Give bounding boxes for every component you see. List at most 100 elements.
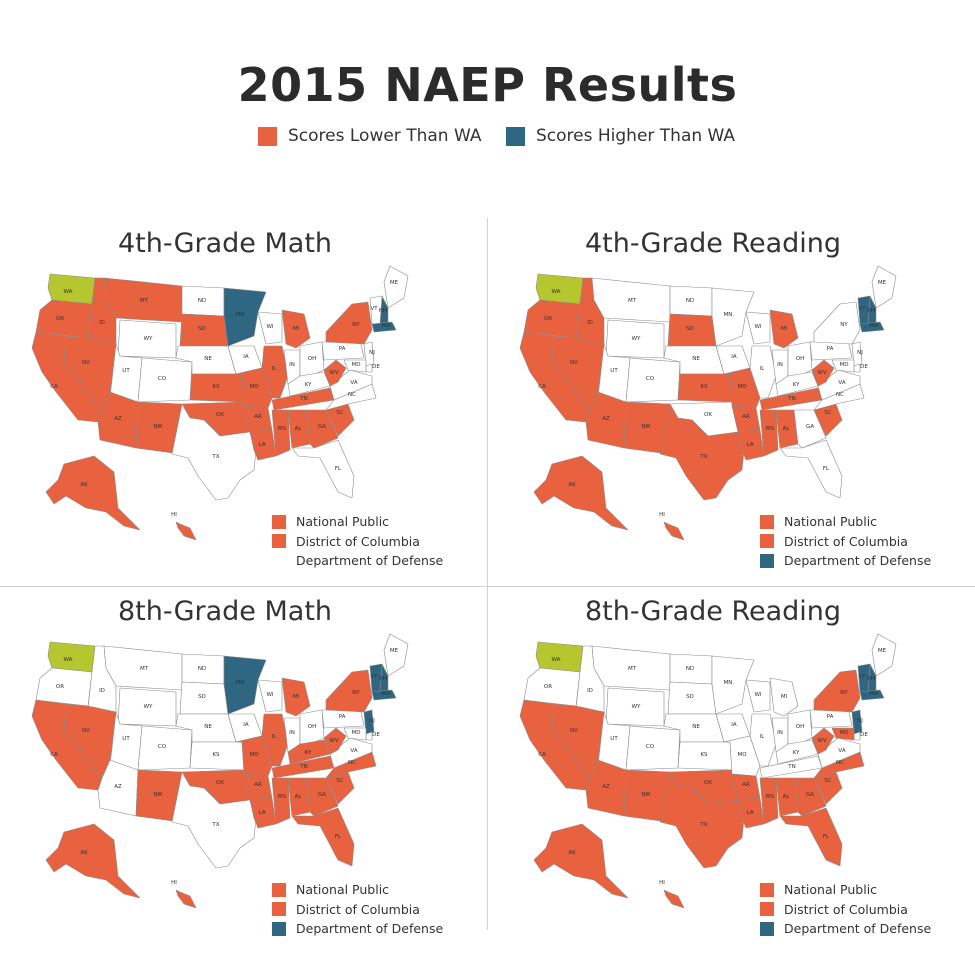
state-label-al: AL <box>295 426 303 432</box>
state-label-hi: HI <box>171 880 177 886</box>
state-label-mt: MT <box>628 298 637 304</box>
state-label-nh: NH <box>379 676 387 682</box>
state-tx <box>659 403 745 501</box>
state-mn <box>711 655 755 715</box>
state-fl <box>291 807 355 867</box>
horizontal-divider <box>0 586 975 587</box>
state-wi <box>745 679 771 713</box>
vertical-divider <box>487 218 488 930</box>
state-label-ca: CA <box>50 752 58 758</box>
state-label-vt: VT <box>370 674 378 680</box>
state-label-ny: NY <box>840 690 848 696</box>
state-tx <box>171 771 257 869</box>
state-label-ca: CA <box>538 384 546 390</box>
legend-swatch <box>272 921 286 936</box>
state-ma <box>859 321 885 333</box>
legend-swatch <box>760 514 774 529</box>
state-label-ar: AR <box>254 782 262 788</box>
state-label-nh: NH <box>867 308 875 314</box>
state-label-ne: NE <box>692 724 700 730</box>
state-label-md: MD <box>352 362 361 368</box>
state-mt <box>103 277 183 323</box>
state-label-mi: MI <box>293 694 300 700</box>
state-wv <box>323 727 347 755</box>
legend-swatch <box>760 921 774 936</box>
state-label-sc: SC <box>824 410 831 416</box>
state-or <box>523 667 581 707</box>
state-label-ut: UT <box>610 736 618 742</box>
state-label-ma: MA <box>382 323 391 329</box>
state-label-ny: NY <box>352 690 360 696</box>
state-label-ky: KY <box>305 750 312 756</box>
state-nj <box>851 709 863 735</box>
state-label-nc: NC <box>836 760 844 766</box>
state-mt <box>591 645 671 691</box>
legend-row-label: National Public <box>784 514 878 530</box>
state-label-wa: WA <box>64 657 73 663</box>
legend-row-national-public: National Public <box>760 512 931 532</box>
state-label-ks: KS <box>212 384 220 390</box>
state-label-hi: HI <box>659 512 665 518</box>
panel-title: 4th-Grade Reading <box>584 228 842 259</box>
state-label-mt: MT <box>140 666 149 672</box>
state-label-oh: OH <box>796 356 804 362</box>
state-label-nd: ND <box>686 666 694 672</box>
state-va <box>329 369 373 401</box>
panel-legend: National Public District of Columbia Dep… <box>760 512 931 571</box>
state-label-tn: TN <box>787 396 795 402</box>
state-label-ak: AK <box>568 850 576 856</box>
legend-row-department-of-defense: Department of Defense <box>760 919 931 939</box>
state-label-la: LA <box>259 810 266 816</box>
state-label-wi: WI <box>754 692 761 698</box>
state-label-me: ME <box>878 648 887 654</box>
legend-lower-label: Scores Lower Than WA <box>288 126 482 146</box>
state-label-md: MD <box>352 730 361 736</box>
state-tx <box>659 771 745 869</box>
panel-legend: National Public District of Columbia Dep… <box>272 512 443 571</box>
state-label-tx: TX <box>211 822 219 828</box>
state-label-nc: NC <box>836 392 844 398</box>
state-label-mt: MT <box>628 666 637 672</box>
state-il <box>749 713 777 767</box>
state-label-mn: MN <box>724 680 733 686</box>
state-label-wi: WI <box>266 324 273 330</box>
state-label-va: VA <box>838 380 845 386</box>
state-label-al: AL <box>783 794 791 800</box>
state-label-de: DE <box>860 364 868 370</box>
legend-row-national-public: National Public <box>272 880 443 900</box>
state-label-ny: NY <box>840 322 848 328</box>
state-label-ga: GA <box>806 424 814 430</box>
state-label-va: VA <box>838 748 845 754</box>
state-label-ia: IA <box>731 722 737 728</box>
state-label-la: LA <box>259 442 266 448</box>
legend-row-label: Department of Defense <box>296 921 444 937</box>
state-label-mn: MN <box>236 312 245 318</box>
state-label-ak: AK <box>80 482 88 488</box>
state-ma <box>371 689 397 701</box>
state-label-ak: AK <box>568 482 576 488</box>
legend-swatch <box>272 534 286 549</box>
state-label-mi: MI <box>781 326 788 332</box>
state-label-tn: TN <box>299 764 307 770</box>
state-label-co: CO <box>646 376 655 382</box>
state-label-in: IN <box>777 730 783 736</box>
state-label-nc: NC <box>348 760 356 766</box>
state-label-vt: VT <box>370 306 378 312</box>
state-label-pa: PA <box>339 346 346 352</box>
page-title: 2015 NAEP Results <box>237 58 738 112</box>
state-label-hi: HI <box>659 880 665 886</box>
state-label-ne: NE <box>692 356 700 362</box>
state-la <box>249 797 277 829</box>
state-label-fl: FL <box>823 834 830 840</box>
state-fl <box>779 439 843 499</box>
state-me <box>383 633 409 677</box>
panel-8th-grade-reading: 8th-Grade Reading WA OR CA ID NV MT WY UT AZ CO NM… <box>488 586 975 956</box>
state-label-nv: NV <box>82 728 90 734</box>
state-label-ut: UT <box>610 368 618 374</box>
state-label-oh: OH <box>308 356 316 362</box>
state-la <box>737 429 765 461</box>
state-label-or: OR <box>56 316 64 322</box>
state-label-nj: NJ <box>857 350 863 356</box>
state-or <box>523 299 581 339</box>
panel-title: 8th-Grade Math <box>117 596 333 627</box>
